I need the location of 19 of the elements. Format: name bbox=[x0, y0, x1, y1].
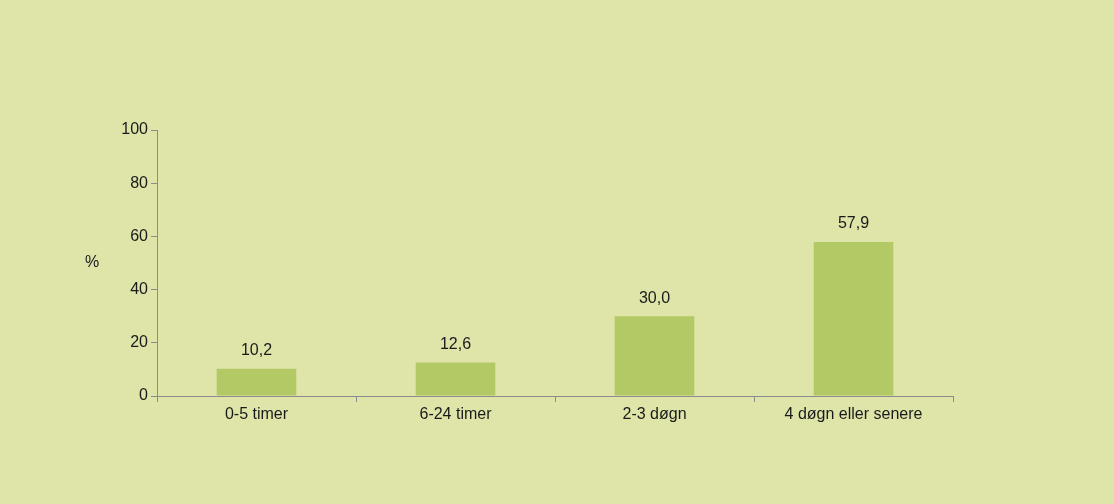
x-tick-label: 0-5 timer bbox=[224, 405, 289, 423]
data-label: 12,6 bbox=[439, 334, 472, 352]
data-label: 30,0 bbox=[638, 288, 671, 306]
y-tick-label: 0 bbox=[139, 386, 149, 404]
y-tick-label: 40 bbox=[130, 280, 149, 298]
y-tick-label: 100 bbox=[121, 120, 149, 138]
y-axis-title: % bbox=[84, 253, 100, 271]
y-tick-label: 80 bbox=[130, 173, 149, 191]
y-tick-label: 60 bbox=[130, 226, 149, 244]
x-tick-label: 2-3 døgn bbox=[622, 405, 687, 423]
x-tick-label: 6-24 timer bbox=[419, 405, 493, 423]
data-label: 10,2 bbox=[240, 341, 273, 359]
y-tick-label: 20 bbox=[130, 333, 149, 351]
data-label: 57,9 bbox=[837, 214, 870, 232]
bar bbox=[614, 316, 695, 396]
bar bbox=[813, 241, 894, 396]
x-tick-label: 4 døgn eller senere bbox=[784, 405, 923, 423]
bar bbox=[415, 362, 496, 396]
bar bbox=[216, 368, 297, 396]
